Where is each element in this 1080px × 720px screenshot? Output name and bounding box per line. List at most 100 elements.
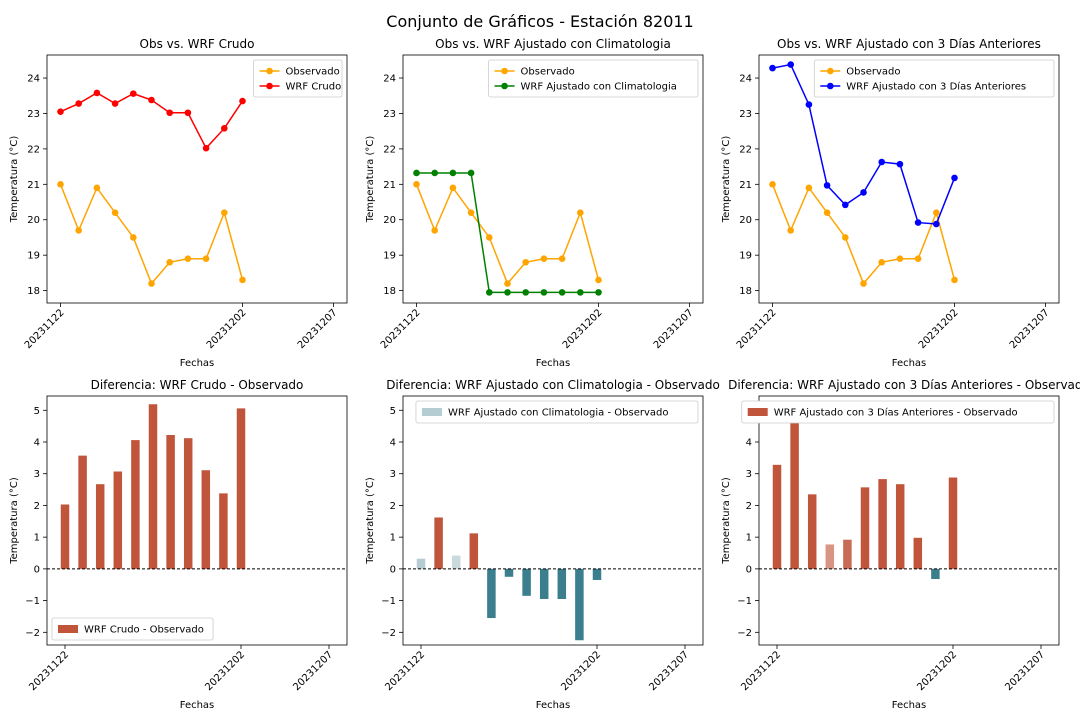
y-tick-label: 18 xyxy=(383,286,396,297)
y-tick-label: 23 xyxy=(383,109,396,120)
bar xyxy=(166,435,175,569)
data-point xyxy=(239,276,246,284)
y-axis-label: Temperatura (°C) xyxy=(721,136,732,224)
data-point xyxy=(805,101,813,108)
y-tick-label: 3 xyxy=(34,469,40,480)
y-axis-label: Temperatura (°C) xyxy=(721,477,732,565)
axes-frame xyxy=(46,395,348,646)
data-point xyxy=(558,289,566,296)
legend-box xyxy=(813,59,1055,98)
bar xyxy=(236,408,246,569)
axes-frame xyxy=(46,54,348,304)
y-tick-label: −2 xyxy=(381,628,396,639)
bar xyxy=(201,470,211,569)
data-point xyxy=(914,255,922,263)
chart-title: Obs vs. WRF Ajustado con Climatologia xyxy=(435,37,671,51)
data-point xyxy=(595,289,602,296)
bar xyxy=(843,539,852,569)
legend-label: WRF Ajustado con 3 Días Anteriores xyxy=(846,81,1026,93)
y-tick-label: 24 xyxy=(739,74,752,85)
x-tick-label: 20231122 xyxy=(27,649,71,693)
chart-title: Obs vs. WRF Crudo xyxy=(140,37,255,51)
data-point xyxy=(896,255,904,263)
data-point xyxy=(933,220,940,228)
legend-box xyxy=(415,400,699,424)
data-point xyxy=(540,255,548,263)
y-tick-label: 4 xyxy=(34,437,40,448)
x-tick-label: 20231202 xyxy=(203,649,247,693)
x-axis-label: Fechas xyxy=(180,700,215,711)
y-tick-label: 4 xyxy=(390,437,396,448)
bar xyxy=(860,487,870,569)
axes-frame xyxy=(402,395,704,646)
y-tick-label: 18 xyxy=(739,286,752,297)
bar xyxy=(60,504,70,569)
x-tick-label: 20231202 xyxy=(917,307,961,351)
legend-label: WRF Crudo - Observado xyxy=(84,625,204,636)
bar xyxy=(148,404,158,569)
data-point xyxy=(130,234,137,241)
legend-label: WRF Ajustado con 3 Días Anteriores - Obs… xyxy=(774,407,1018,419)
legend-label: WRF Ajustado con Climatologia xyxy=(521,82,677,93)
bar xyxy=(434,517,443,569)
data-point xyxy=(842,201,849,209)
data-point xyxy=(93,89,101,97)
data-point xyxy=(769,64,776,72)
bar xyxy=(113,471,123,569)
chart-title: Diferencia: WRF Ajustado con 3 Días Ante… xyxy=(728,378,1080,392)
y-tick-label: 1 xyxy=(34,533,40,544)
x-tick-label: 20231202 xyxy=(561,307,605,351)
legend-swatch xyxy=(421,408,442,416)
data-point xyxy=(431,227,439,234)
figure-title: Conjunto de Gráficos - Estación 82011 xyxy=(386,12,693,31)
y-tick-label: −1 xyxy=(381,596,396,607)
data-point xyxy=(504,280,511,287)
y-tick-label: 2 xyxy=(34,501,40,512)
legend-marker xyxy=(266,67,273,75)
y-axis-label: Temperatura (°C) xyxy=(365,477,376,565)
data-point xyxy=(522,289,529,296)
y-tick-label: −1 xyxy=(25,596,40,607)
x-axis-label: Fechas xyxy=(892,358,927,369)
data-point xyxy=(148,96,155,104)
data-point xyxy=(558,255,566,263)
bar xyxy=(522,568,531,596)
bar xyxy=(790,420,799,569)
y-tick-label: 0 xyxy=(34,564,40,575)
data-point xyxy=(467,209,475,216)
data-point xyxy=(57,108,64,115)
y-tick-label: 23 xyxy=(27,109,40,120)
data-point xyxy=(431,169,439,177)
x-tick-label: 20231207 xyxy=(296,307,340,351)
x-tick-label: 20231207 xyxy=(291,649,335,693)
y-tick-label: 3 xyxy=(746,469,752,480)
series-line xyxy=(415,184,600,285)
bar xyxy=(504,568,514,577)
data-point xyxy=(860,189,867,196)
data-point xyxy=(787,227,794,234)
x-tick-label: 20231122 xyxy=(383,649,427,693)
legend: WRF Ajustado con Climatologia - Observad… xyxy=(415,400,699,424)
x-tick-label: 20231207 xyxy=(652,307,696,351)
bar xyxy=(592,568,602,580)
data-point xyxy=(504,289,511,296)
data-point xyxy=(166,258,173,266)
bar xyxy=(451,555,461,569)
data-point xyxy=(413,169,420,177)
x-axis-label: Fechas xyxy=(180,358,215,369)
chart-title: Diferencia: WRF Ajustado con Climatologi… xyxy=(386,378,720,392)
x-axis-label: Fechas xyxy=(892,700,927,711)
y-tick-label: 22 xyxy=(739,144,752,155)
series-line xyxy=(59,184,244,285)
y-axis-label: Temperatura (°C) xyxy=(9,136,20,224)
data-point xyxy=(896,160,904,168)
bar xyxy=(539,568,549,600)
y-tick-label: 4 xyxy=(746,437,752,448)
data-point xyxy=(449,184,457,192)
legend: Observado WRF Ajustado con Climatologia xyxy=(488,59,699,98)
data-point xyxy=(486,234,493,241)
data-point xyxy=(522,258,529,266)
y-tick-label: 22 xyxy=(27,144,40,155)
y-tick-label: 2 xyxy=(746,501,752,512)
chart-title: Obs vs. WRF Ajustado con 3 Días Anterior… xyxy=(777,37,1041,51)
